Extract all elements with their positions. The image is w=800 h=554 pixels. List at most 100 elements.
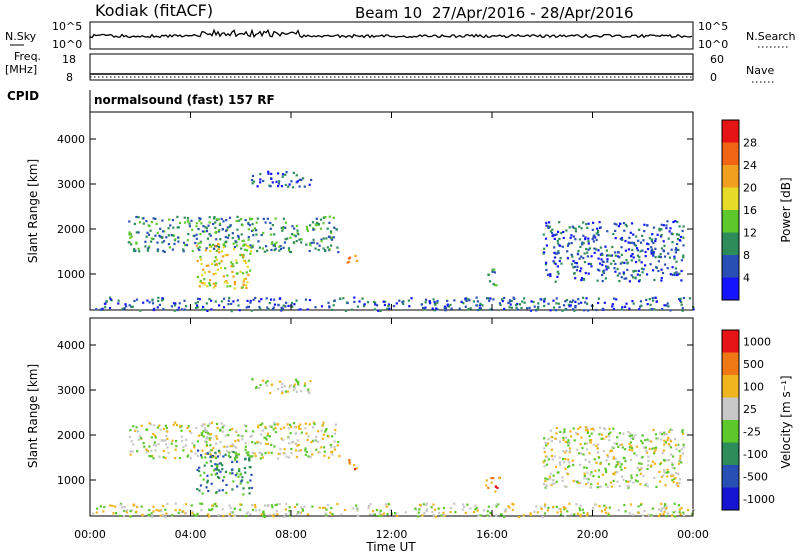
data-cell — [123, 307, 126, 310]
data-cell — [680, 259, 683, 262]
data-cell — [575, 503, 578, 506]
data-cell — [165, 512, 168, 515]
data-cell — [214, 245, 217, 248]
data-cell — [231, 263, 234, 266]
data-cell — [654, 256, 657, 259]
data-cell — [616, 471, 619, 474]
ytick-label: 2000 — [57, 429, 85, 442]
data-cell — [203, 429, 206, 432]
data-cell — [214, 463, 217, 466]
data-cell — [571, 225, 574, 228]
data-cell — [208, 243, 211, 246]
data-cell — [239, 270, 242, 273]
data-cell — [221, 479, 225, 482]
data-cell — [545, 221, 548, 224]
data-cell — [362, 304, 366, 308]
data-cell — [187, 233, 190, 236]
data-cell — [281, 229, 284, 232]
data-cell — [675, 443, 678, 447]
data-cell — [382, 300, 385, 303]
data-cell — [554, 252, 557, 255]
data-cell — [578, 225, 581, 228]
data-cell — [215, 466, 219, 469]
data-cell — [269, 227, 272, 230]
data-cell — [567, 439, 570, 442]
data-cell — [315, 448, 318, 451]
data-cell — [156, 426, 160, 429]
data-cell — [260, 233, 263, 237]
data-cell — [163, 439, 166, 442]
data-cell — [682, 254, 685, 257]
data-cell — [652, 241, 655, 245]
data-cell — [231, 443, 234, 446]
data-cell — [640, 267, 643, 270]
data-cell — [618, 272, 621, 275]
data-cell — [130, 243, 133, 246]
data-cell — [660, 509, 663, 513]
data-cell — [313, 423, 316, 426]
data-cell — [606, 260, 609, 263]
data-cell — [152, 237, 155, 241]
data-cell — [265, 297, 268, 300]
data-cell — [325, 514, 328, 517]
data-cell — [495, 503, 498, 506]
data-cell — [233, 287, 236, 290]
data-cell — [587, 478, 590, 481]
data-cell — [244, 448, 247, 451]
data-cell — [267, 172, 270, 175]
data-cell — [516, 308, 519, 311]
data-cell — [279, 427, 283, 430]
data-cell — [639, 305, 642, 308]
data-cell — [329, 511, 332, 514]
data-cell — [176, 309, 179, 312]
data-cell — [177, 226, 180, 229]
data-cell — [482, 509, 485, 512]
data-cell — [650, 514, 653, 517]
data-cell — [148, 422, 151, 425]
data-cell — [261, 456, 265, 459]
data-cell — [180, 308, 184, 311]
data-cell — [335, 228, 338, 231]
data-cell — [229, 445, 232, 448]
data-cell — [637, 239, 640, 242]
data-cell — [631, 222, 634, 225]
data-cell — [660, 228, 663, 231]
data-cell — [147, 233, 151, 236]
data-cell — [614, 262, 617, 265]
data-cell — [199, 233, 202, 236]
data-cell — [208, 450, 212, 453]
data-cell — [625, 302, 628, 305]
data-cell — [308, 183, 311, 186]
colorbar-swatch — [722, 210, 739, 233]
data-cell — [226, 281, 229, 285]
data-cell — [297, 382, 300, 385]
data-cell — [419, 504, 422, 507]
data-cell — [638, 259, 641, 262]
data-cell — [295, 455, 298, 459]
data-cell — [614, 251, 617, 254]
data-cell — [642, 239, 645, 242]
data-cell — [567, 458, 570, 461]
data-cell — [621, 261, 624, 264]
data-cell — [374, 301, 377, 304]
data-cell — [308, 423, 311, 426]
data-cell — [562, 230, 565, 234]
data-cell — [594, 469, 597, 472]
data-cell — [324, 249, 327, 253]
data-cell — [315, 224, 318, 227]
colorbar-tick-label: 20 — [743, 182, 757, 195]
data-cell — [216, 468, 219, 471]
data-cell — [301, 509, 304, 512]
data-cell — [389, 509, 392, 512]
data-cell — [596, 268, 600, 271]
data-cell — [345, 301, 349, 304]
data-cell — [262, 515, 265, 518]
data-cell — [425, 510, 428, 513]
data-cell — [673, 467, 676, 470]
data-cell — [298, 238, 301, 241]
data-cell — [264, 425, 267, 429]
data-cell — [638, 274, 641, 277]
data-cell — [329, 230, 333, 233]
data-cell — [245, 249, 249, 252]
data-cell — [196, 440, 199, 443]
